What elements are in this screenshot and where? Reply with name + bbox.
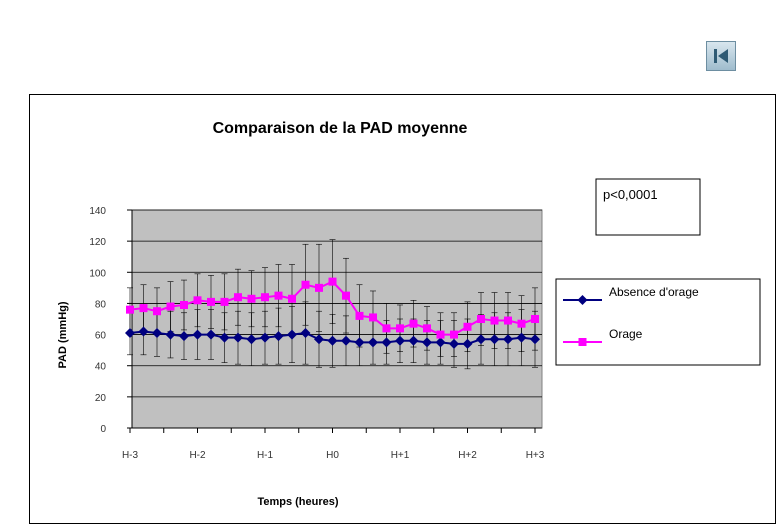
legend-items: Absence d'orage Orage xyxy=(563,285,699,346)
legend-marker xyxy=(578,338,587,346)
plot-area xyxy=(131,209,543,429)
legend-marker xyxy=(577,295,588,305)
data-point xyxy=(153,307,161,316)
data-point xyxy=(408,335,419,346)
data-point xyxy=(180,300,188,309)
data-point xyxy=(517,319,526,328)
data-point xyxy=(273,331,284,342)
y-tick-label: 100 xyxy=(89,268,106,279)
annotation-text: p<0,0001 xyxy=(603,187,658,202)
y-tick-label: 60 xyxy=(95,331,107,342)
y-tick-label: 120 xyxy=(89,237,106,248)
skip-to-start-button[interactable] xyxy=(706,41,736,71)
y-tick-label: 0 xyxy=(100,424,106,435)
data-point xyxy=(489,334,500,345)
data-point xyxy=(274,291,283,300)
data-point xyxy=(490,316,499,325)
y-tick-label: 140 xyxy=(89,206,106,217)
y-tick-label: 40 xyxy=(95,362,107,373)
data-point xyxy=(219,332,230,343)
data-point xyxy=(165,329,176,340)
data-point xyxy=(463,322,472,331)
annotation-box xyxy=(595,178,701,236)
data-point xyxy=(396,324,404,333)
data-point xyxy=(220,297,229,306)
data-point xyxy=(288,294,296,303)
data-point xyxy=(301,280,310,289)
x-axis: H-3 H-2 H-1 H0 H+1 H+2 H+3 xyxy=(122,427,545,461)
data-point xyxy=(436,330,445,339)
data-point xyxy=(193,296,202,305)
data-point xyxy=(328,277,337,286)
x-tick-label: H0 xyxy=(326,450,339,461)
x-axis-title: Temps (heures) xyxy=(257,496,338,508)
data-point xyxy=(381,337,392,348)
data-point xyxy=(315,283,323,292)
data-point xyxy=(166,302,175,311)
data-point xyxy=(192,329,203,340)
x-tick-label: H-1 xyxy=(257,450,274,461)
data-point xyxy=(423,324,431,333)
x-tick-label: H+2 xyxy=(458,450,477,461)
data-point xyxy=(395,335,405,346)
data-point xyxy=(287,329,297,340)
chart: Comparaison de la PAD moyenne 0 20 40 60 80 1… xyxy=(57,120,761,508)
data-point xyxy=(368,337,378,348)
data-point xyxy=(207,297,215,306)
data-point xyxy=(422,337,432,348)
data-point xyxy=(382,324,391,333)
data-point xyxy=(179,331,189,342)
data-point xyxy=(138,326,149,337)
data-point xyxy=(462,338,473,349)
x-tick-label: H-2 xyxy=(189,450,206,461)
data-point xyxy=(409,319,418,328)
legend xyxy=(555,278,761,366)
data-point xyxy=(503,334,513,345)
data-point xyxy=(125,328,135,339)
data-point xyxy=(450,330,458,339)
legend-label: Orage xyxy=(609,327,643,341)
data-point xyxy=(530,334,540,345)
data-point xyxy=(234,293,242,302)
y-tick-label: 20 xyxy=(95,393,107,404)
data-point xyxy=(435,337,446,348)
data-point xyxy=(369,313,377,322)
data-point xyxy=(233,332,243,343)
data-point xyxy=(152,328,162,339)
data-point xyxy=(261,293,269,302)
legend-label: Absence d'orage xyxy=(609,285,699,299)
x-tick-label: H+3 xyxy=(526,450,545,461)
chart-frame: Comparaison de la PAD moyenne 0 20 40 60 80 1… xyxy=(29,94,776,524)
data-point xyxy=(476,334,486,345)
data-point xyxy=(504,316,512,325)
skip-to-start-icon xyxy=(714,49,728,63)
data-point xyxy=(139,304,148,313)
data-point xyxy=(449,338,459,349)
x-tick-label: H-3 xyxy=(122,450,139,461)
data-point xyxy=(516,332,527,343)
chart-title: Comparaison de la PAD moyenne xyxy=(213,120,468,137)
y-tick-label: 80 xyxy=(95,299,107,310)
y-axis-title: PAD (mmHg) xyxy=(57,301,69,368)
series-layer xyxy=(125,239,540,370)
y-axis: 0 20 40 60 80 100 120 140 xyxy=(89,206,133,435)
data-point xyxy=(126,305,134,314)
data-point xyxy=(314,334,324,345)
x-tick-label: H+1 xyxy=(391,450,410,461)
data-point xyxy=(260,332,270,343)
data-point xyxy=(355,311,364,320)
data-point xyxy=(300,328,311,339)
data-point xyxy=(342,291,350,300)
data-point xyxy=(206,329,216,340)
data-point xyxy=(341,335,351,346)
data-point xyxy=(327,335,338,346)
data-point xyxy=(354,337,365,348)
data-point xyxy=(531,315,539,323)
data-point xyxy=(247,294,256,303)
data-point xyxy=(477,315,485,323)
data-point xyxy=(246,334,257,345)
